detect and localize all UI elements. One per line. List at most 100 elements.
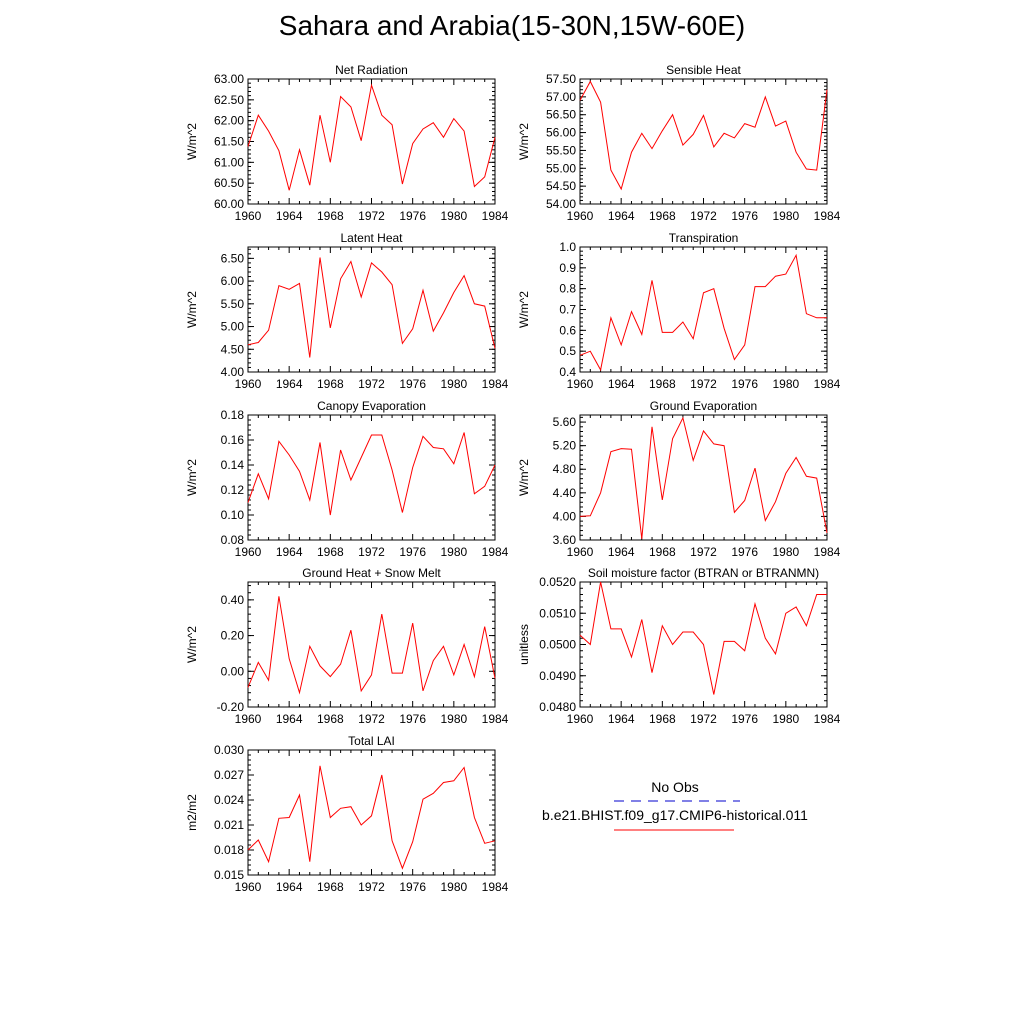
x-tick-label: 1960: [235, 545, 262, 559]
y-tick-label: 6.00: [221, 274, 245, 288]
x-tick-label: 1980: [440, 209, 467, 223]
y-tick-label: 55.00: [546, 161, 576, 175]
y-tick-label: 61.50: [214, 135, 244, 149]
x-tick-label: 1968: [317, 545, 344, 559]
x-tick-label: 1972: [690, 712, 717, 726]
y-axis-label: W/m^2: [185, 123, 199, 160]
x-tick-label: 1972: [358, 209, 385, 223]
panel-1: Net Radiation W/m^2 60.00 60.50 61.00 61.50 62…: [185, 63, 509, 223]
panel-title: Sensible Heat: [666, 63, 741, 77]
panel-8: Soil moisture factor (BTRAN or BTRANMN) u…: [517, 566, 841, 726]
y-tick-label: 0.024: [214, 793, 244, 807]
x-tick-label: 1984: [814, 545, 841, 559]
series-line: [579, 416, 828, 539]
y-tick-label: 6.50: [221, 251, 245, 265]
panel-4: Transpiration W/m^2 0.4 0.5 0.6 0.7 0.8 0.9 1.0 1…: [517, 231, 841, 391]
panel-title: Canopy Evaporation: [317, 399, 426, 413]
y-tick-label: 5.50: [221, 297, 245, 311]
x-tick-label: 1980: [440, 377, 467, 391]
y-axis-label: W/m^2: [185, 459, 199, 496]
x-tick-label: 1960: [567, 209, 594, 223]
x-tick-label: 1968: [317, 209, 344, 223]
series-line: [247, 432, 496, 516]
y-tick-label: 0.00: [221, 664, 245, 678]
x-tick-label: 1976: [731, 712, 758, 726]
x-tick-label: 1960: [235, 209, 262, 223]
x-tick-label: 1964: [276, 377, 303, 391]
x-tick-label: 1972: [690, 545, 717, 559]
y-tick-label: 4.00: [553, 509, 577, 523]
x-tick-label: 1968: [317, 712, 344, 726]
x-tick-label: 1976: [731, 545, 758, 559]
panel-title: Net Radiation: [335, 63, 408, 77]
y-tick-label: 0.021: [214, 818, 244, 832]
panel-title: Ground Evaporation: [650, 399, 757, 413]
x-tick-label: 1960: [235, 377, 262, 391]
x-tick-label: 1960: [235, 712, 262, 726]
x-tick-label: 1984: [482, 377, 509, 391]
series-line: [579, 253, 827, 372]
x-tick-label: 1968: [317, 377, 344, 391]
x-tick-label: 1976: [399, 880, 426, 894]
x-tick-label: 1964: [608, 209, 635, 223]
y-tick-label: 60.50: [214, 176, 244, 190]
y-tick-label: 62.50: [214, 93, 244, 107]
y-tick-label: 57.50: [546, 72, 576, 86]
y-tick-label: 5.60: [553, 415, 577, 429]
y-tick-label: 0.40: [221, 593, 245, 607]
x-tick-label: 1960: [567, 377, 594, 391]
x-tick-label: 1972: [358, 377, 385, 391]
x-tick-label: 1980: [440, 712, 467, 726]
y-axis-label: m2/m2: [185, 794, 199, 831]
x-tick-label: 1984: [814, 377, 841, 391]
y-tick-label: 0.0490: [539, 669, 576, 683]
x-tick-label: 1984: [482, 545, 509, 559]
x-tick-label: 1964: [276, 712, 303, 726]
y-tick-label: 62.00: [214, 114, 244, 128]
y-tick-label: -0.20: [217, 700, 245, 714]
panel-2: Sensible Heat W/m^2 54.00 54.50 55.00 55.50 56…: [517, 63, 841, 223]
y-tick-label: 0.0500: [539, 638, 576, 652]
x-tick-label: 1968: [649, 209, 676, 223]
plot-frame: [247, 581, 496, 708]
y-tick-label: 0.14: [221, 458, 245, 472]
x-tick-label: 1976: [399, 545, 426, 559]
x-tick-label: 1964: [608, 377, 635, 391]
plot-frame: [247, 78, 496, 205]
y-tick-label: 4.40: [553, 486, 577, 500]
y-tick-label: 1.0: [559, 240, 576, 254]
y-axis-label: W/m^2: [517, 291, 531, 328]
y-tick-label: 0.4: [559, 365, 576, 379]
panel-5: Canopy Evaporation W/m^2 0.08 0.10 0.12 0.14 0…: [185, 399, 509, 559]
x-tick-label: 1984: [482, 712, 509, 726]
legend-obs-line: [614, 800, 740, 802]
series-line: [579, 80, 828, 191]
x-tick-label: 1968: [649, 377, 676, 391]
plot-frame: [579, 78, 828, 205]
x-tick-label: 1972: [690, 377, 717, 391]
y-axis-label: W/m^2: [185, 626, 199, 663]
x-tick-label: 1964: [276, 880, 303, 894]
x-tick-label: 1984: [814, 712, 841, 726]
legend-model-label: b.e21.BHIST.f09_g17.CMIP6-historical.011: [542, 807, 808, 823]
y-tick-label: 54.00: [546, 197, 576, 211]
plot-frame: [247, 246, 496, 373]
y-axis-label: unitless: [517, 624, 531, 665]
y-tick-label: 4.80: [553, 462, 577, 476]
x-tick-label: 1984: [482, 880, 509, 894]
y-tick-label: 0.08: [221, 533, 245, 547]
x-tick-label: 1968: [317, 880, 344, 894]
y-axis-label: W/m^2: [517, 459, 531, 496]
panel-title: Soil moisture factor (BTRAN or BTRANMN): [588, 566, 819, 580]
x-tick-label: 1960: [567, 712, 594, 726]
series-line: [247, 83, 496, 191]
x-tick-label: 1972: [358, 880, 385, 894]
panel-title: Latent Heat: [340, 231, 403, 245]
x-tick-label: 1980: [772, 209, 799, 223]
x-tick-label: 1972: [358, 712, 385, 726]
y-tick-label: 5.00: [221, 320, 245, 334]
x-tick-label: 1976: [731, 377, 758, 391]
y-tick-label: 56.00: [546, 126, 576, 140]
x-tick-label: 1976: [399, 377, 426, 391]
y-axis-label: W/m^2: [517, 123, 531, 160]
